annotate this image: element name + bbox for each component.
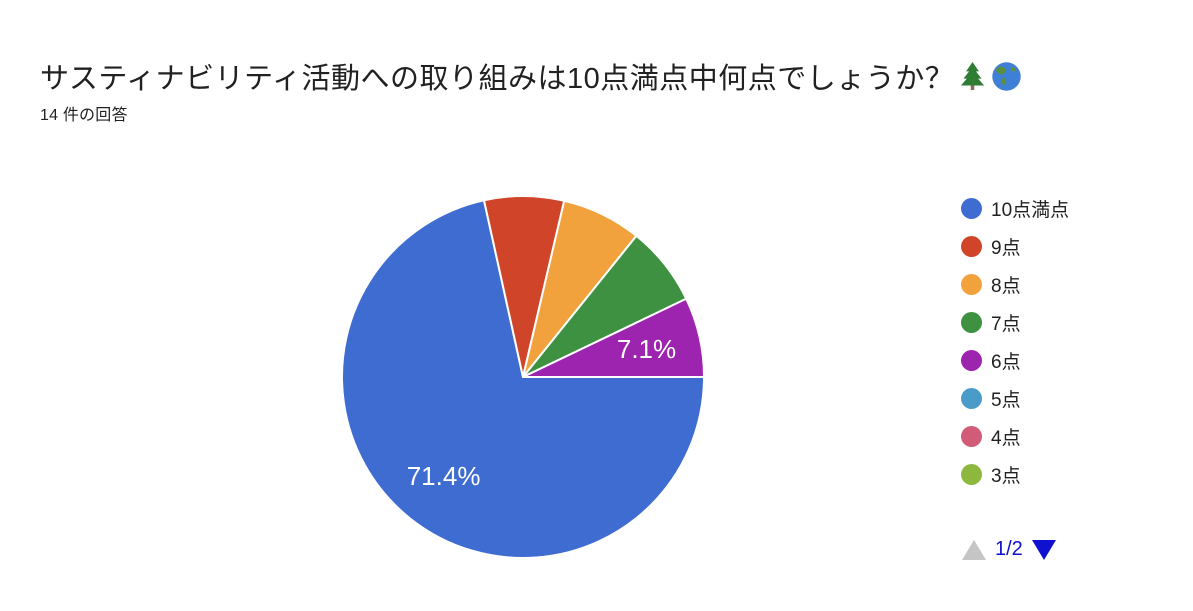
globe-americas-icon [991,61,1022,92]
evergreen-tree-icon [957,61,988,92]
pie-slice-10点満点[interactable] [341,199,706,559]
legend-color-dot [961,198,982,219]
legend-item-label: 9点 [991,238,1021,259]
legend-item-7点: 7点 [961,312,1069,335]
response-count: 14 件の回答 [40,107,128,124]
legend-color-dot [961,426,982,447]
legend-item-label: 3点 [991,466,1021,487]
legend-page-indicator: 1/2 [995,538,1023,560]
question-title-text: サスティナビリティ活動への取り組みは10点満点中何点でしょうか？ [40,63,955,96]
legend-color-dot [961,236,982,257]
question-title: サスティナビリティ活動への取り組みは10点満点中何点でしょうか？ [40,55,1022,97]
legend-color-dot [961,464,982,485]
legend-item-10点満点: 10点満点 [961,198,1070,221]
pie-slice-label-10点満点: 71.4% [407,461,481,491]
legend-color-dot [961,312,982,333]
legend-page-up-button[interactable] [962,539,986,560]
legend-pagination: 1/2 [962,538,1056,561]
legend-item-6点: 6点 [961,350,1069,373]
legend-item-5点: 5点 [961,388,1069,411]
legend-item-label: 4点 [991,428,1021,449]
legend-color-dot [961,274,982,295]
pie-chart[interactable]: 71.4% 7.1% [323,177,723,577]
legend-item-label: 10点満点 [991,200,1070,221]
legend-item-label: 5点 [991,390,1021,411]
legend-page-down-button[interactable] [1031,539,1056,560]
pie-slice-6点[interactable] [522,297,706,378]
legend-item-9点: 9点 [961,236,1069,259]
pie-slice-label-6点: 7.1% [617,334,676,364]
legend-item-label: 8点 [991,276,1021,297]
legend-color-dot [961,350,982,371]
legend-item-3点: 3点 [961,464,1069,487]
legend-item-label: 6点 [991,352,1021,373]
legend-item-8点: 8点 [961,274,1069,297]
chart-legend: 10点満点 9点 8点 7点 6点 5点 4点 3点 [961,198,1069,502]
legend-item-label: 7点 [991,314,1021,335]
legend-item-4点: 4点 [961,426,1069,449]
legend-color-dot [961,388,982,409]
